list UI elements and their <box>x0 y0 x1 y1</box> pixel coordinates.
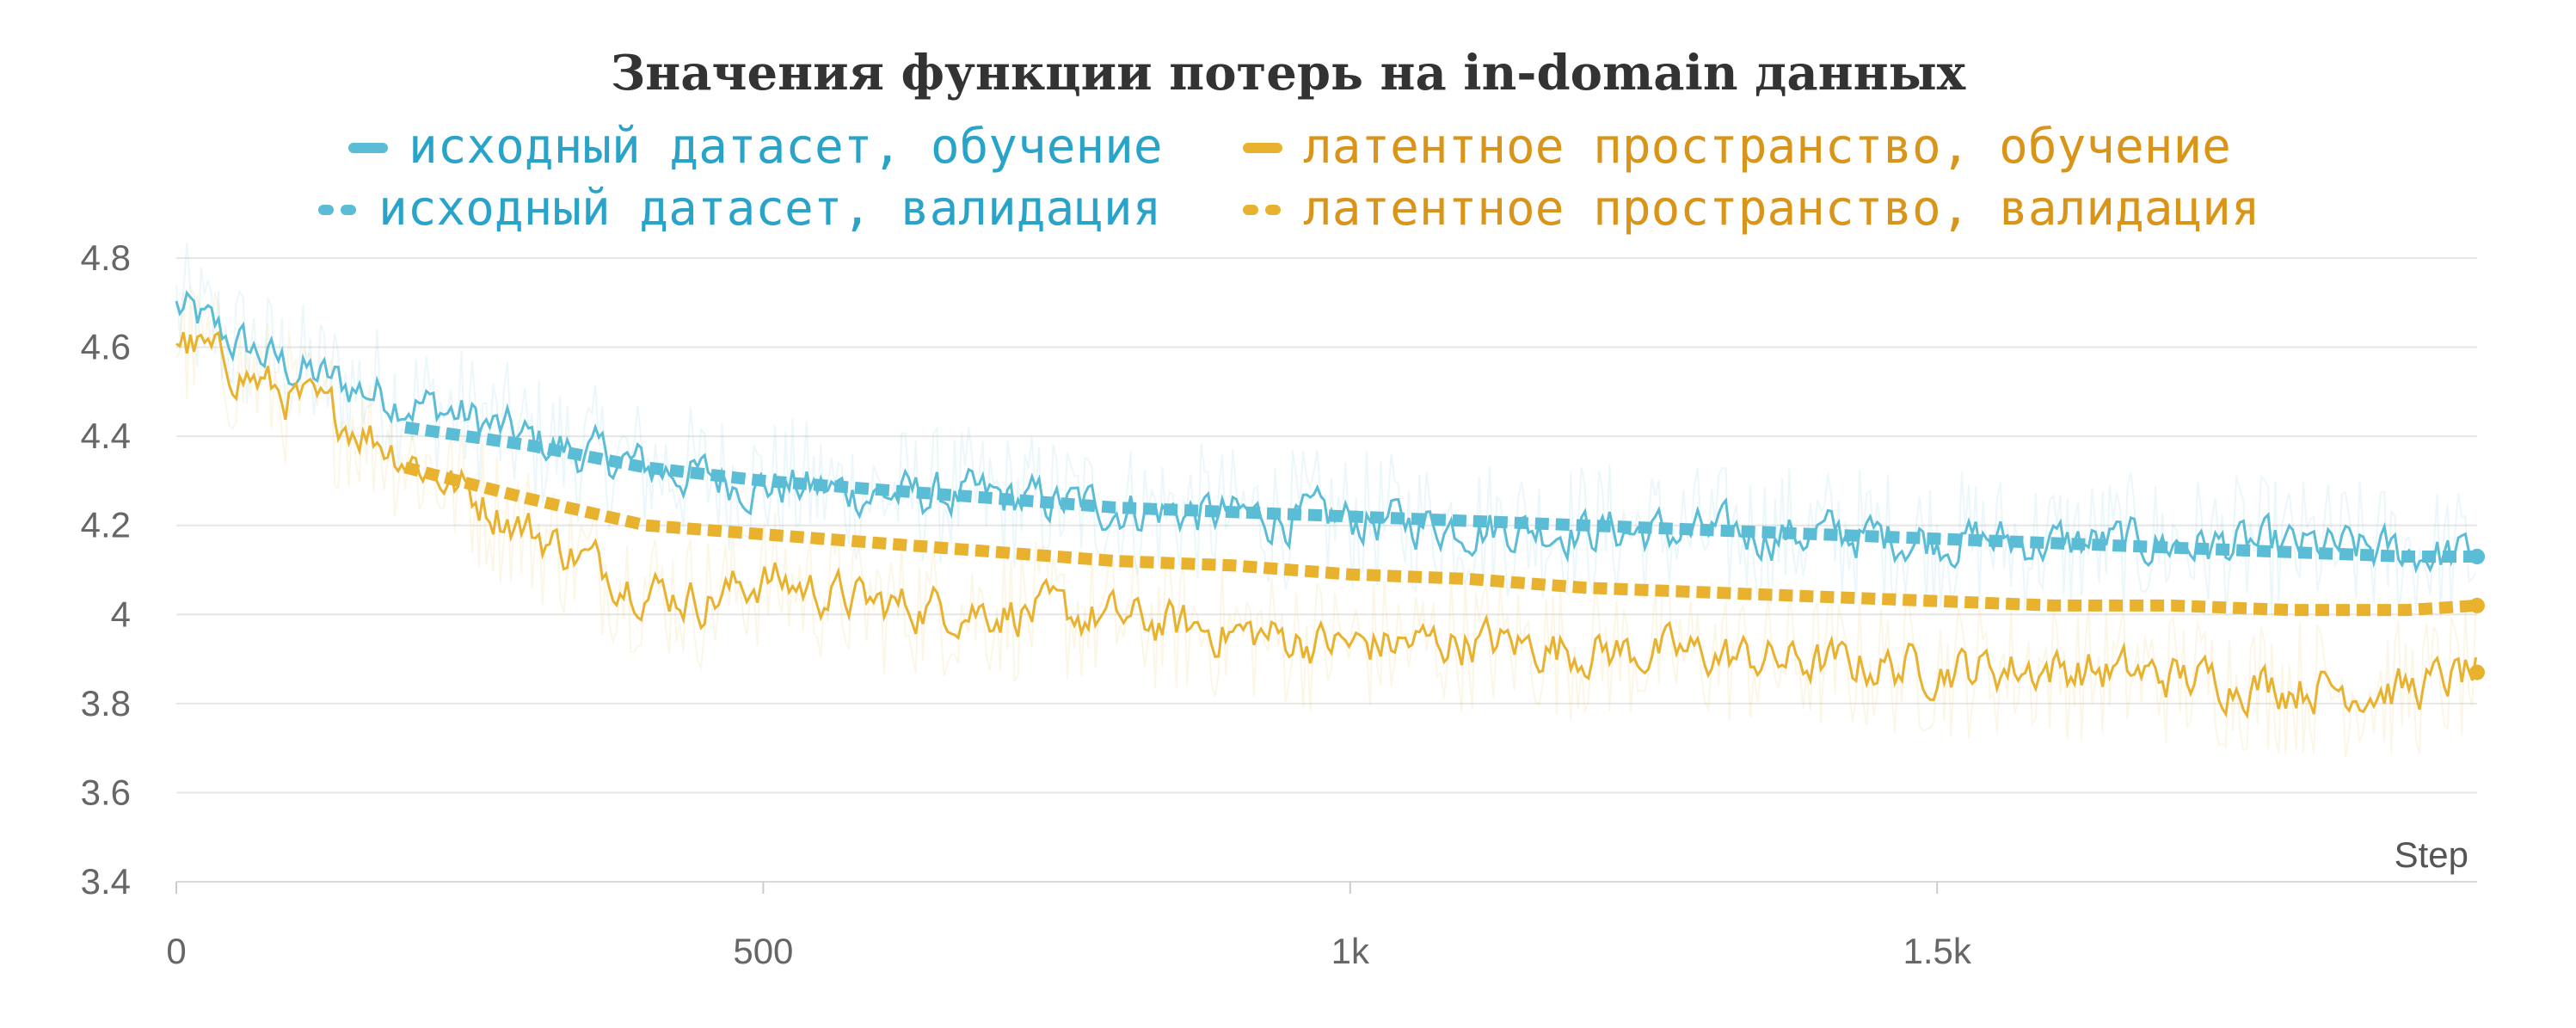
legend-label: латентное пространство, валидация <box>1303 181 2260 237</box>
x-tick-label: 1.5k <box>1903 931 1971 971</box>
axis-labels: 3.4 3.6 3.8 4 4.2 4.4 4.6 4.8 0 500 1k 1.5k Step <box>81 237 2468 971</box>
x-tick-label: 1k <box>1331 931 1370 971</box>
y-tick-label: 3.4 <box>81 861 131 902</box>
legend-label: исходный датасет, обучение <box>409 119 1163 175</box>
y-tick-label: 4.4 <box>81 416 131 456</box>
y-tick-label: 4 <box>111 594 131 634</box>
series-endpoints <box>2469 548 2485 680</box>
legend-swatch <box>1243 143 1282 153</box>
y-tick-label: 4.2 <box>81 505 131 545</box>
y-tick-label: 3.8 <box>81 683 131 723</box>
series-line <box>175 290 2477 575</box>
legend-swatch <box>318 205 358 215</box>
legend-label: латентное пространство, обучение <box>1303 119 2231 175</box>
series-line-dashed <box>403 461 2478 617</box>
series-line <box>175 330 2478 720</box>
axes <box>175 881 2477 894</box>
legend-label: исходный датасет, валидация <box>378 181 1162 237</box>
y-tick-label: 4.6 <box>81 327 131 367</box>
x-axis-label: Step <box>2395 834 2468 875</box>
y-tick-label: 4.8 <box>81 237 131 278</box>
raw-noise-traces <box>175 243 2477 758</box>
series-line-dashed <box>404 421 2477 563</box>
legend-swatch <box>348 143 388 153</box>
series-raw-trace <box>175 285 2477 758</box>
series-endpoint <box>2469 664 2485 680</box>
y-tick-label: 3.6 <box>81 772 131 812</box>
series-raw-trace <box>175 243 2477 619</box>
legend-swatch <box>1243 205 1282 215</box>
chart-title: Значения функции потерь на in-domain дан… <box>610 45 1966 102</box>
x-tick-label: 500 <box>733 931 793 971</box>
series-endpoint <box>2469 597 2485 613</box>
x-tick-label: 0 <box>166 931 186 971</box>
series-lines <box>175 290 2478 720</box>
series-endpoint <box>2469 548 2485 564</box>
